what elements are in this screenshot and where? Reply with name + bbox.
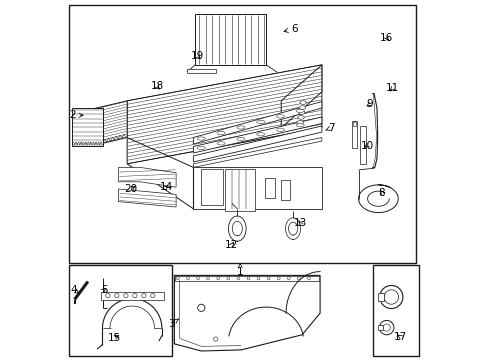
Polygon shape	[193, 126, 321, 162]
Bar	[280, 180, 289, 200]
Ellipse shape	[256, 120, 264, 123]
Circle shape	[186, 277, 189, 280]
Polygon shape	[72, 108, 103, 146]
Text: 19: 19	[190, 51, 203, 61]
Text: 4: 4	[70, 285, 80, 295]
Polygon shape	[193, 102, 321, 144]
Polygon shape	[193, 167, 321, 209]
Ellipse shape	[297, 116, 304, 119]
Bar	[265, 178, 275, 198]
Text: 10: 10	[360, 141, 373, 151]
Polygon shape	[193, 117, 321, 153]
Circle shape	[237, 277, 239, 280]
Text: 9: 9	[366, 99, 372, 109]
Circle shape	[382, 324, 389, 331]
Polygon shape	[359, 126, 366, 164]
Circle shape	[105, 293, 110, 298]
Ellipse shape	[256, 133, 264, 136]
Text: 7: 7	[325, 123, 334, 133]
Ellipse shape	[296, 121, 303, 124]
Circle shape	[246, 277, 249, 280]
Ellipse shape	[299, 106, 305, 109]
Text: 2: 2	[69, 110, 83, 120]
Circle shape	[150, 293, 155, 298]
Text: 13: 13	[293, 218, 306, 228]
Polygon shape	[89, 101, 127, 147]
Polygon shape	[118, 189, 176, 207]
Polygon shape	[186, 69, 215, 73]
Ellipse shape	[296, 123, 304, 127]
Ellipse shape	[197, 137, 205, 140]
Circle shape	[307, 277, 310, 280]
Bar	[101, 292, 163, 300]
Circle shape	[132, 293, 137, 298]
Circle shape	[176, 277, 179, 280]
Bar	[373, 265, 418, 356]
Circle shape	[384, 290, 398, 304]
Bar	[352, 122, 355, 126]
Text: 6: 6	[284, 24, 297, 34]
Circle shape	[266, 277, 269, 280]
Bar	[69, 5, 415, 263]
Polygon shape	[174, 275, 320, 351]
Circle shape	[196, 277, 199, 280]
Circle shape	[257, 277, 260, 280]
Circle shape	[197, 304, 204, 311]
Text: 15: 15	[107, 333, 121, 343]
Ellipse shape	[296, 109, 304, 112]
Bar	[377, 325, 382, 330]
Polygon shape	[195, 14, 265, 65]
Polygon shape	[193, 138, 321, 167]
Polygon shape	[118, 167, 176, 187]
Bar	[69, 265, 171, 356]
Circle shape	[123, 293, 128, 298]
Text: 16: 16	[379, 33, 392, 43]
Polygon shape	[351, 121, 356, 148]
Circle shape	[216, 277, 219, 280]
Circle shape	[287, 277, 289, 280]
Ellipse shape	[276, 128, 284, 131]
Circle shape	[379, 285, 402, 309]
Text: 8: 8	[378, 188, 385, 198]
Ellipse shape	[237, 137, 244, 140]
Text: 5: 5	[101, 285, 107, 295]
Text: 3: 3	[167, 319, 178, 329]
Polygon shape	[224, 169, 255, 211]
Bar	[377, 293, 384, 301]
Circle shape	[213, 337, 218, 341]
Text: 20: 20	[124, 184, 138, 194]
Text: 14: 14	[160, 182, 173, 192]
Circle shape	[226, 277, 229, 280]
Text: 12: 12	[225, 240, 238, 250]
Polygon shape	[127, 65, 321, 164]
Circle shape	[297, 277, 300, 280]
Text: 1: 1	[236, 264, 243, 277]
Circle shape	[206, 277, 209, 280]
Circle shape	[115, 293, 119, 298]
Text: 18: 18	[150, 81, 163, 91]
Text: 17: 17	[392, 332, 406, 342]
Ellipse shape	[197, 146, 205, 149]
Text: 11: 11	[386, 83, 399, 93]
Ellipse shape	[299, 101, 306, 104]
Polygon shape	[201, 169, 223, 205]
Ellipse shape	[217, 131, 224, 135]
Polygon shape	[281, 65, 321, 128]
Ellipse shape	[276, 115, 284, 118]
Ellipse shape	[298, 111, 305, 114]
Circle shape	[379, 320, 393, 335]
Ellipse shape	[217, 142, 224, 145]
Bar	[175, 276, 318, 281]
Circle shape	[277, 277, 280, 280]
Circle shape	[142, 293, 146, 298]
Ellipse shape	[237, 126, 244, 129]
